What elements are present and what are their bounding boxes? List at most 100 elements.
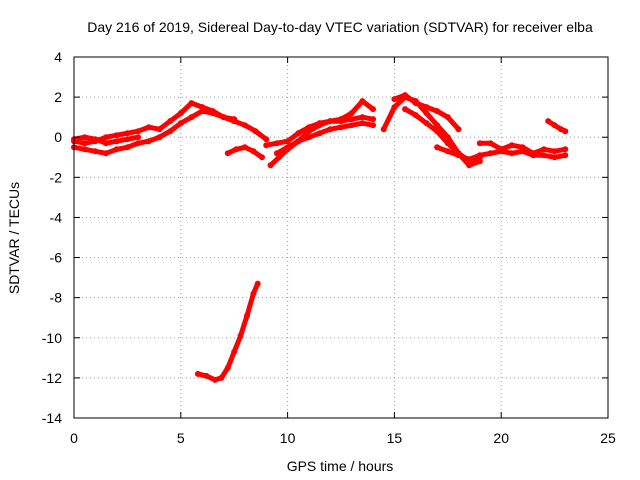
data-point bbox=[231, 116, 238, 123]
data-point bbox=[444, 148, 451, 155]
y-axis: -14 -12 -10 -8 -6 -4 -2 0 2 4 bbox=[42, 49, 608, 426]
data-point bbox=[316, 130, 323, 137]
data-point bbox=[284, 138, 291, 145]
data-point bbox=[113, 138, 120, 145]
data-point bbox=[156, 134, 163, 141]
data-point bbox=[167, 128, 174, 135]
data-point bbox=[224, 150, 231, 157]
data-point bbox=[338, 118, 344, 125]
data-point bbox=[434, 122, 441, 129]
data-point bbox=[391, 96, 398, 103]
sat-track-14 bbox=[545, 118, 569, 135]
data-point bbox=[487, 140, 494, 147]
sat-track-15 bbox=[194, 280, 261, 383]
series-line bbox=[274, 120, 376, 156]
data-point bbox=[327, 118, 334, 125]
data-point bbox=[551, 122, 558, 129]
data-point bbox=[476, 152, 483, 159]
data-point bbox=[124, 136, 131, 143]
data-point bbox=[211, 376, 218, 383]
data-point bbox=[316, 120, 323, 127]
sat-track-4 bbox=[224, 144, 265, 161]
data-point bbox=[81, 146, 88, 153]
data-point bbox=[244, 312, 251, 319]
data-point bbox=[188, 114, 195, 121]
data-point bbox=[508, 142, 515, 149]
data-point bbox=[444, 140, 451, 147]
data-point bbox=[263, 136, 270, 143]
data-point bbox=[455, 126, 462, 133]
data-point bbox=[508, 150, 515, 157]
plot-area bbox=[71, 92, 569, 383]
data-point bbox=[194, 370, 201, 377]
data-point bbox=[540, 146, 547, 153]
series-line bbox=[71, 108, 237, 156]
data-point bbox=[455, 152, 462, 159]
data-point bbox=[124, 130, 131, 137]
y-tick-label: -12 bbox=[42, 370, 62, 386]
series-line bbox=[195, 281, 261, 383]
data-point bbox=[540, 152, 547, 159]
data-point bbox=[423, 120, 430, 127]
data-point bbox=[391, 104, 398, 111]
data-point bbox=[434, 108, 441, 115]
y-tick-label: 2 bbox=[54, 89, 62, 105]
data-point bbox=[250, 148, 257, 155]
data-point bbox=[551, 154, 558, 161]
x-tick-label: 0 bbox=[70, 430, 78, 446]
data-point bbox=[203, 372, 210, 379]
data-point bbox=[370, 122, 377, 129]
x-tick-label: 20 bbox=[493, 430, 509, 446]
y-axis-label: SDTVAR / TECUs bbox=[6, 182, 22, 294]
data-point bbox=[254, 280, 261, 287]
data-point bbox=[402, 92, 409, 99]
data-point bbox=[359, 120, 366, 127]
data-point bbox=[220, 114, 227, 121]
data-point bbox=[519, 148, 526, 155]
data-point bbox=[237, 332, 244, 339]
y-tick-label: 0 bbox=[54, 129, 62, 145]
data-point bbox=[92, 136, 99, 143]
data-point bbox=[423, 104, 430, 111]
data-point bbox=[434, 144, 441, 151]
sat-track-12 bbox=[476, 140, 569, 157]
data-point bbox=[359, 114, 366, 121]
data-point bbox=[224, 364, 231, 371]
data-point bbox=[113, 146, 120, 153]
data-point bbox=[209, 110, 216, 117]
data-point bbox=[145, 124, 152, 131]
data-point bbox=[327, 126, 334, 133]
data-point bbox=[241, 122, 248, 129]
data-point bbox=[423, 110, 430, 117]
chart-title: Day 216 of 2019, Sidereal Day-to-day VTE… bbox=[87, 19, 593, 35]
x-tick-label: 10 bbox=[280, 430, 296, 446]
sat-track-7 bbox=[273, 120, 377, 157]
data-point bbox=[263, 142, 270, 149]
data-point bbox=[284, 144, 291, 151]
data-point bbox=[444, 114, 451, 121]
sat-track-11 bbox=[434, 144, 494, 163]
data-point bbox=[402, 106, 409, 113]
grid-lines bbox=[74, 57, 608, 418]
data-point bbox=[348, 116, 355, 123]
data-point bbox=[562, 146, 569, 153]
data-point bbox=[103, 150, 110, 157]
data-point bbox=[199, 108, 206, 115]
data-point bbox=[124, 144, 131, 151]
y-tick-label: -8 bbox=[50, 290, 63, 306]
data-point bbox=[295, 138, 302, 145]
data-point bbox=[476, 140, 483, 147]
y-tick-label: -14 bbox=[42, 410, 62, 426]
data-point bbox=[92, 148, 99, 155]
data-point bbox=[81, 140, 88, 147]
y-tick-label: -2 bbox=[50, 169, 63, 185]
data-point bbox=[295, 130, 302, 137]
data-point bbox=[412, 100, 419, 107]
x-axis: 0 5 10 15 20 25 bbox=[70, 57, 616, 446]
data-point bbox=[434, 128, 441, 135]
data-point bbox=[412, 112, 419, 119]
data-point bbox=[305, 134, 312, 141]
data-point bbox=[530, 152, 537, 159]
x-tick-label: 25 bbox=[600, 430, 616, 446]
